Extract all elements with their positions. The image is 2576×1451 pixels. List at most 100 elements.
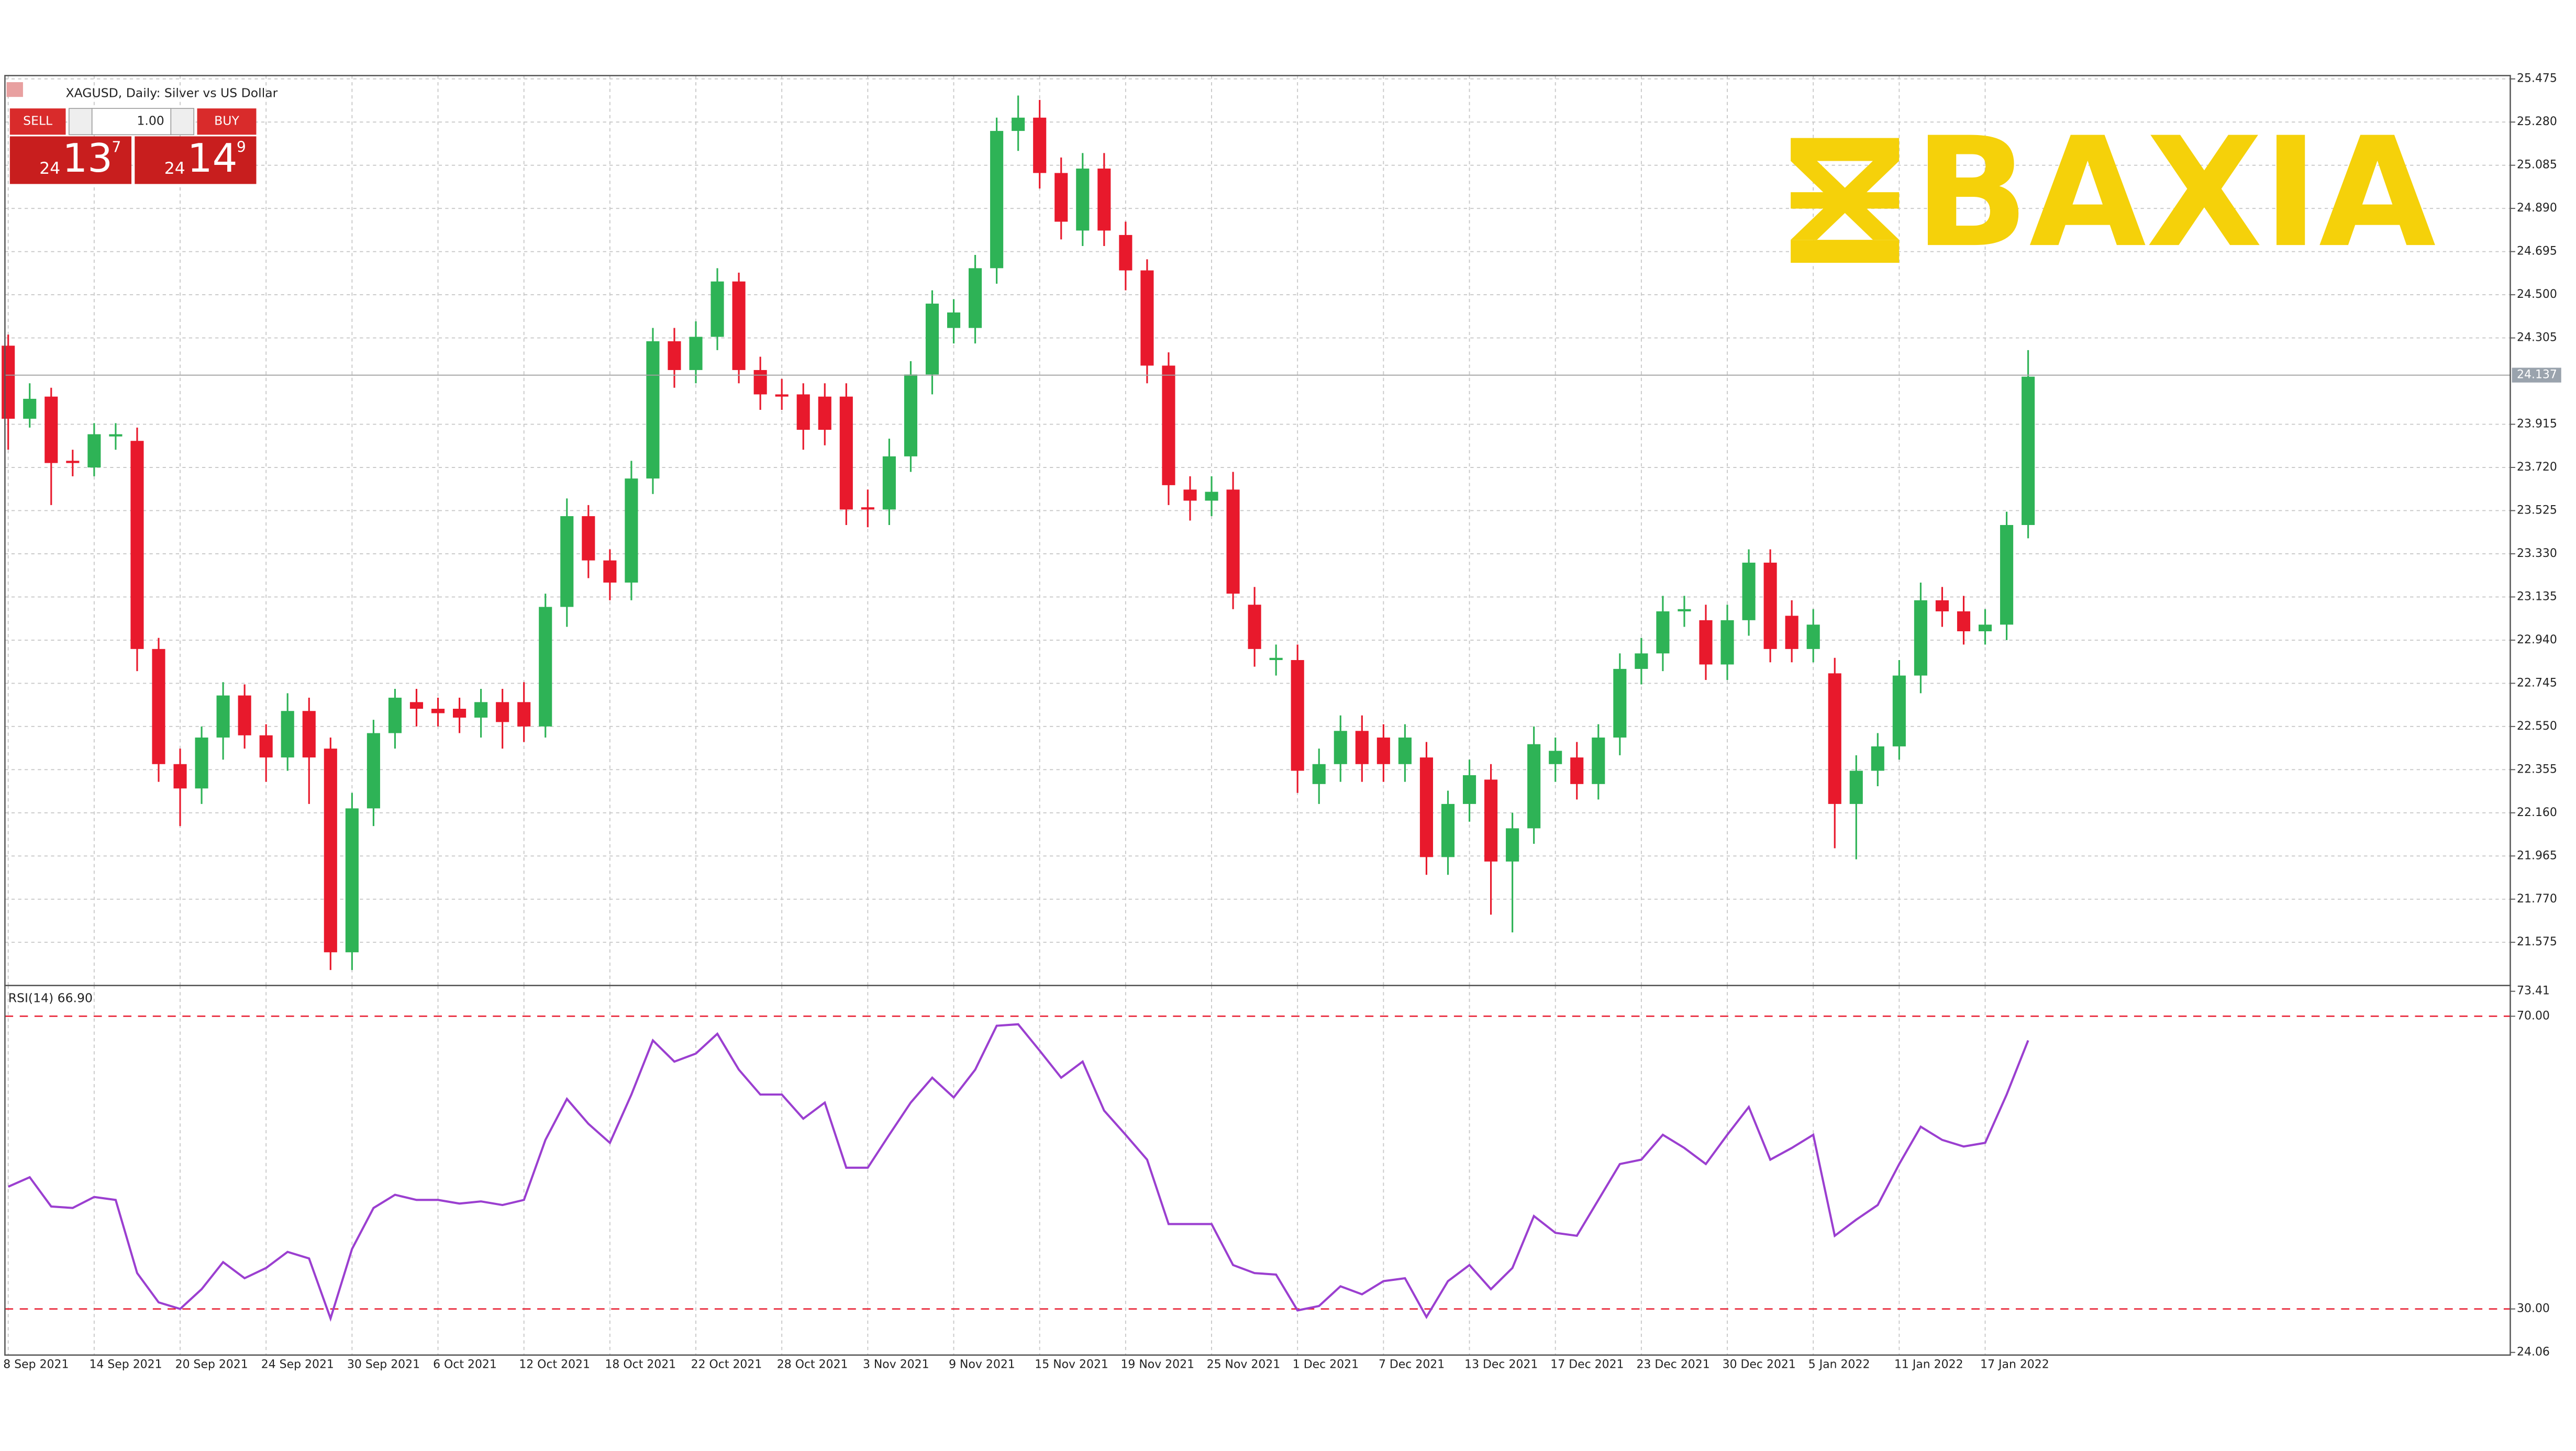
candle-body <box>1033 117 1047 173</box>
candle-body <box>1613 668 1627 738</box>
candle-body <box>474 702 488 718</box>
y-tick-label: 23.720 <box>2517 461 2557 474</box>
y-tick-label: 21.965 <box>2517 849 2557 862</box>
candle-body <box>453 709 467 718</box>
candle-body <box>1871 746 1884 771</box>
y-tick-label: 22.550 <box>2517 720 2557 733</box>
candle-body <box>1183 489 1197 501</box>
candle-body <box>1656 611 1670 654</box>
x-tick-label: 22 Oct 2021 <box>691 1358 762 1371</box>
x-tick-label: 19 Nov 2021 <box>1120 1358 1194 1371</box>
candle-body <box>668 341 681 370</box>
x-tick-label: 17 Dec 2021 <box>1550 1358 1624 1371</box>
plot-area <box>2 75 2515 1355</box>
buy-label[interactable]: BUY <box>214 114 239 128</box>
candle-body <box>409 702 424 709</box>
y-tick-label: 23.135 <box>2517 590 2557 603</box>
rsi-line <box>7 1023 2029 1322</box>
candle-body <box>1462 775 1476 804</box>
candle-body <box>1269 657 1283 660</box>
candle-body <box>1484 779 1498 862</box>
candle-body <box>1119 235 1132 271</box>
candle-body <box>130 441 144 649</box>
candle-body <box>1828 673 1841 804</box>
buy-price-pip: 9 <box>237 138 246 155</box>
candle-body <box>1892 675 1906 746</box>
buy-price-big: 24 <box>164 159 185 178</box>
y-tick-label: 73.41 <box>2517 985 2550 998</box>
candle-body <box>1162 365 1175 485</box>
y-tick-label: 24.890 <box>2517 202 2557 215</box>
y-tick-label: 23.330 <box>2517 547 2557 560</box>
candle-body <box>1054 173 1068 222</box>
sell-price-box[interactable] <box>9 136 132 184</box>
x-tick-label: 18 Oct 2021 <box>605 1358 676 1371</box>
x-tick-label: 23 Dec 2021 <box>1636 1358 1709 1371</box>
candle-body <box>560 516 574 607</box>
candle-body <box>1334 731 1347 764</box>
x-tick-label: 20 Sep 2021 <box>175 1358 248 1371</box>
y-tick-label: 24.305 <box>2517 331 2557 344</box>
candle-body <box>1398 738 1412 764</box>
rsi-title: RSI(14) 66.90 <box>8 990 93 1005</box>
watermark: BAXIA <box>1791 105 2437 281</box>
candle-body <box>1226 489 1240 594</box>
y-tick-label: 22.940 <box>2517 633 2557 646</box>
x-tick-label: 17 Jan 2022 <box>1980 1358 2049 1371</box>
candle-body <box>66 461 80 463</box>
candle-body <box>882 456 896 510</box>
rsi-frame <box>4 985 2511 1356</box>
candle-body <box>2022 376 2035 525</box>
x-tick-label: 14 Sep 2021 <box>89 1358 162 1371</box>
candle-body <box>1506 828 1519 862</box>
logo-bar <box>1791 240 1900 263</box>
volume[interactable]: 1.00 <box>137 114 164 128</box>
candle-body <box>539 607 552 727</box>
candle-body <box>216 695 230 738</box>
buy-button[interactable] <box>197 108 257 135</box>
y-tick-label: 22.160 <box>2517 806 2557 819</box>
x-tick-label: 1 Dec 2021 <box>1293 1358 1359 1371</box>
volume-input[interactable] <box>91 108 172 136</box>
candle-body <box>969 268 982 328</box>
candle-body <box>1806 624 1820 649</box>
candle-body <box>1549 751 1562 764</box>
symbol-title: XAGUSD, Daily: Silver vs US Dollar <box>66 85 278 100</box>
candle-body <box>302 711 316 758</box>
x-tick-label: 12 Oct 2021 <box>519 1358 590 1371</box>
sell-button[interactable] <box>9 108 66 135</box>
y-tick-label: 25.280 <box>2517 115 2557 128</box>
candle-body <box>345 808 359 953</box>
candle-body <box>1076 169 1090 231</box>
x-tick-label: 5 Jan 2022 <box>1808 1358 1870 1371</box>
x-tick-label: 30 Dec 2021 <box>1723 1358 1796 1371</box>
trade-panel: XAGUSD, Daily: Silver vs US Dollar SELL … <box>6 82 278 184</box>
candle-body <box>1527 744 1541 829</box>
candle-body <box>195 738 208 789</box>
candle-body <box>1742 562 1756 620</box>
x-tick-label: 8 Sep 2021 <box>3 1358 69 1371</box>
x-tick-label: 9 Nov 2021 <box>949 1358 1015 1371</box>
candle-body <box>2000 524 2014 625</box>
candle-body <box>1978 624 1992 631</box>
watermark-text: BAXIA <box>1914 105 2437 281</box>
x-tick-label: 28 Oct 2021 <box>777 1358 848 1371</box>
candle-body <box>1785 616 1798 649</box>
candle-body <box>1935 600 1949 611</box>
candle-body <box>904 374 917 456</box>
icon <box>6 82 23 97</box>
candle-body <box>45 396 58 463</box>
candle-body <box>1635 653 1648 669</box>
candle-body <box>625 478 638 583</box>
sell-label[interactable]: SELL <box>23 114 52 128</box>
candle-body <box>1441 803 1455 857</box>
candle-body <box>861 507 874 510</box>
volume-down[interactable] <box>69 108 93 136</box>
candle-body <box>1355 731 1369 764</box>
x-tick-label: 25 Nov 2021 <box>1207 1358 1281 1371</box>
buy-price-box[interactable] <box>135 136 257 184</box>
volume-up[interactable] <box>170 108 195 136</box>
candle-body <box>1012 117 1025 131</box>
